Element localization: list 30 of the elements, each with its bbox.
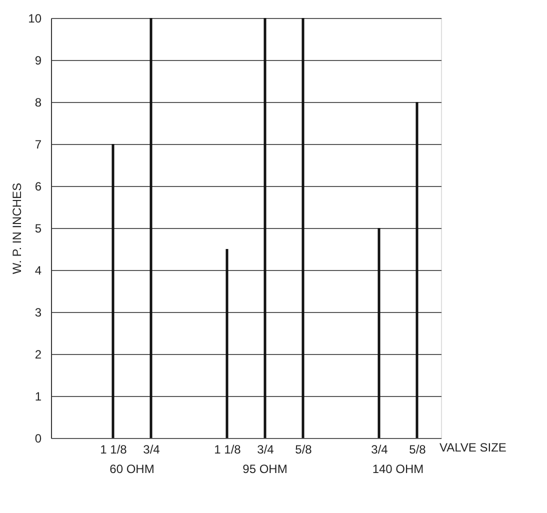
text: 95 OHM <box>242 462 288 476</box>
y-tick-label: 1 <box>34 390 42 404</box>
x-tick-label: 3/4 <box>143 442 160 456</box>
bar <box>302 18 304 438</box>
x-tick-label: 5/8 <box>409 442 426 456</box>
y-tick-label: 7 <box>34 138 42 152</box>
y-tick-label: 8 <box>34 96 42 110</box>
y-axis-title: W. P. IN INCHES <box>10 182 24 274</box>
text: 60 OHM <box>110 462 154 476</box>
x-tick-label: 5/8 <box>295 442 312 456</box>
bar <box>264 18 266 438</box>
y-tick-label: 2 <box>34 348 42 362</box>
y-tick-label: 6 <box>34 180 42 194</box>
bar <box>150 18 152 438</box>
y-tick-label: 9 <box>34 54 42 68</box>
x-axis-title: VALVE SIZE <box>440 440 506 454</box>
text: 140 OHM <box>372 462 424 476</box>
bar <box>226 249 228 438</box>
y-tick-label: 10 <box>28 12 42 26</box>
y-tick-label: 5 <box>34 222 42 236</box>
bar <box>378 228 380 438</box>
y-tick-label: 0 <box>34 432 42 446</box>
x-tick-label: 1 1/8 <box>214 442 242 456</box>
x-tick-label: 1 1/8 <box>100 442 128 456</box>
y-tick-label: 4 <box>34 264 42 278</box>
x-tick-label: 3/4 <box>257 442 274 456</box>
bar <box>416 102 418 438</box>
y-tick-label: 3 <box>34 306 42 320</box>
x-tick-label: 3/4 <box>371 442 388 456</box>
bar <box>112 144 114 438</box>
